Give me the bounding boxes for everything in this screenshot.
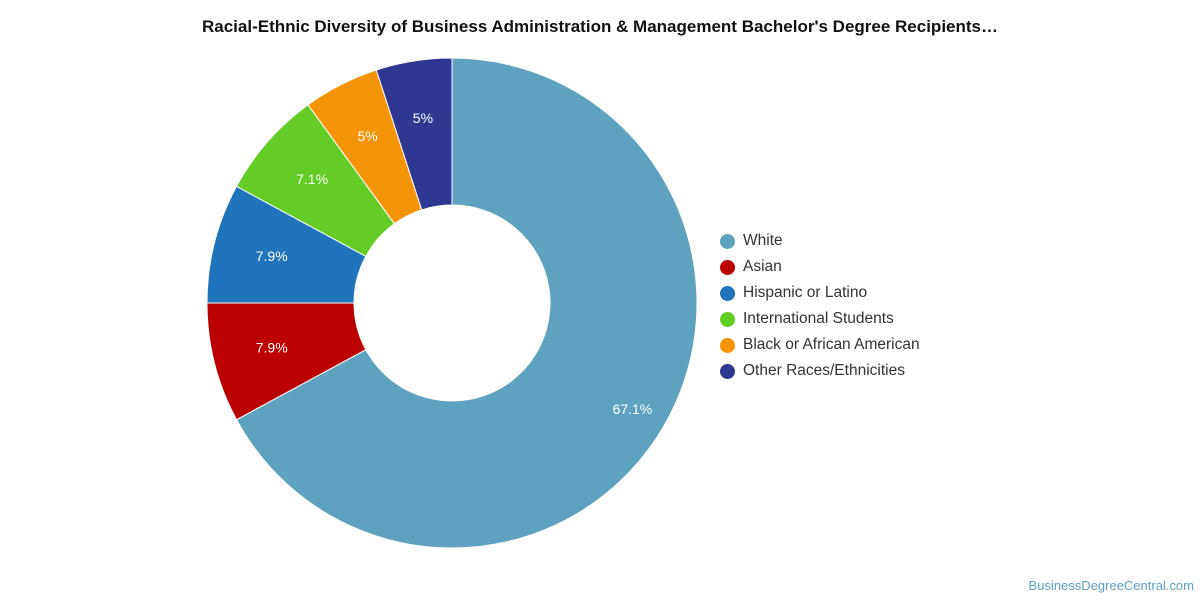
slice-label-hispanic-or-latino: 7.9% (256, 248, 288, 264)
slice-labels-group: 67.1% 7.9% 7.9% 7.1% 5% 5% (256, 110, 653, 417)
legend-item-asian[interactable]: Asian (720, 254, 920, 280)
watermark: BusinessDegreeCentral.com (1028, 578, 1194, 593)
slice-label-black-or-african-american: 5% (357, 128, 377, 144)
legend-swatch (720, 337, 735, 353)
legend-swatch (720, 363, 735, 379)
legend-label: Other Races/Ethnicities (743, 362, 905, 379)
legend-swatch (720, 233, 735, 249)
legend-label: Asian (743, 258, 782, 275)
legend-label: Black or African American (743, 336, 920, 353)
legend-swatch (720, 311, 735, 327)
legend-swatch (720, 259, 735, 275)
slice-other-races-ethnicities[interactable] (375, 57, 453, 211)
slice-label-international-students: 7.1% (296, 171, 328, 187)
legend-label: White (743, 232, 783, 249)
legend-item-white[interactable]: White (720, 228, 920, 254)
legend-label: International Students (743, 310, 894, 327)
legend-label: Hispanic or Latino (743, 284, 868, 301)
slice-label-white: 67.1% (613, 401, 653, 417)
legend-item-other-races-ethnicities[interactable]: Other Races/Ethnicities (720, 358, 920, 384)
chart-title: Racial-Ethnic Diversity of Business Admi… (201, 17, 998, 36)
legend-item-international-students[interactable]: International Students (720, 306, 920, 332)
slices-group (206, 57, 698, 549)
legend-swatch (720, 285, 735, 301)
legend: White Asian Hispanic or Latino Internationa… (720, 228, 920, 384)
slice-label-asian: 7.9% (256, 339, 288, 355)
slice-label-other-races-ethnicities: 5% (413, 110, 433, 126)
legend-item-hispanic-or-latino[interactable]: Hispanic or Latino (720, 280, 920, 306)
slice-white[interactable] (235, 57, 698, 549)
legend-item-black-or-african-american[interactable]: Black or African American (720, 332, 920, 358)
